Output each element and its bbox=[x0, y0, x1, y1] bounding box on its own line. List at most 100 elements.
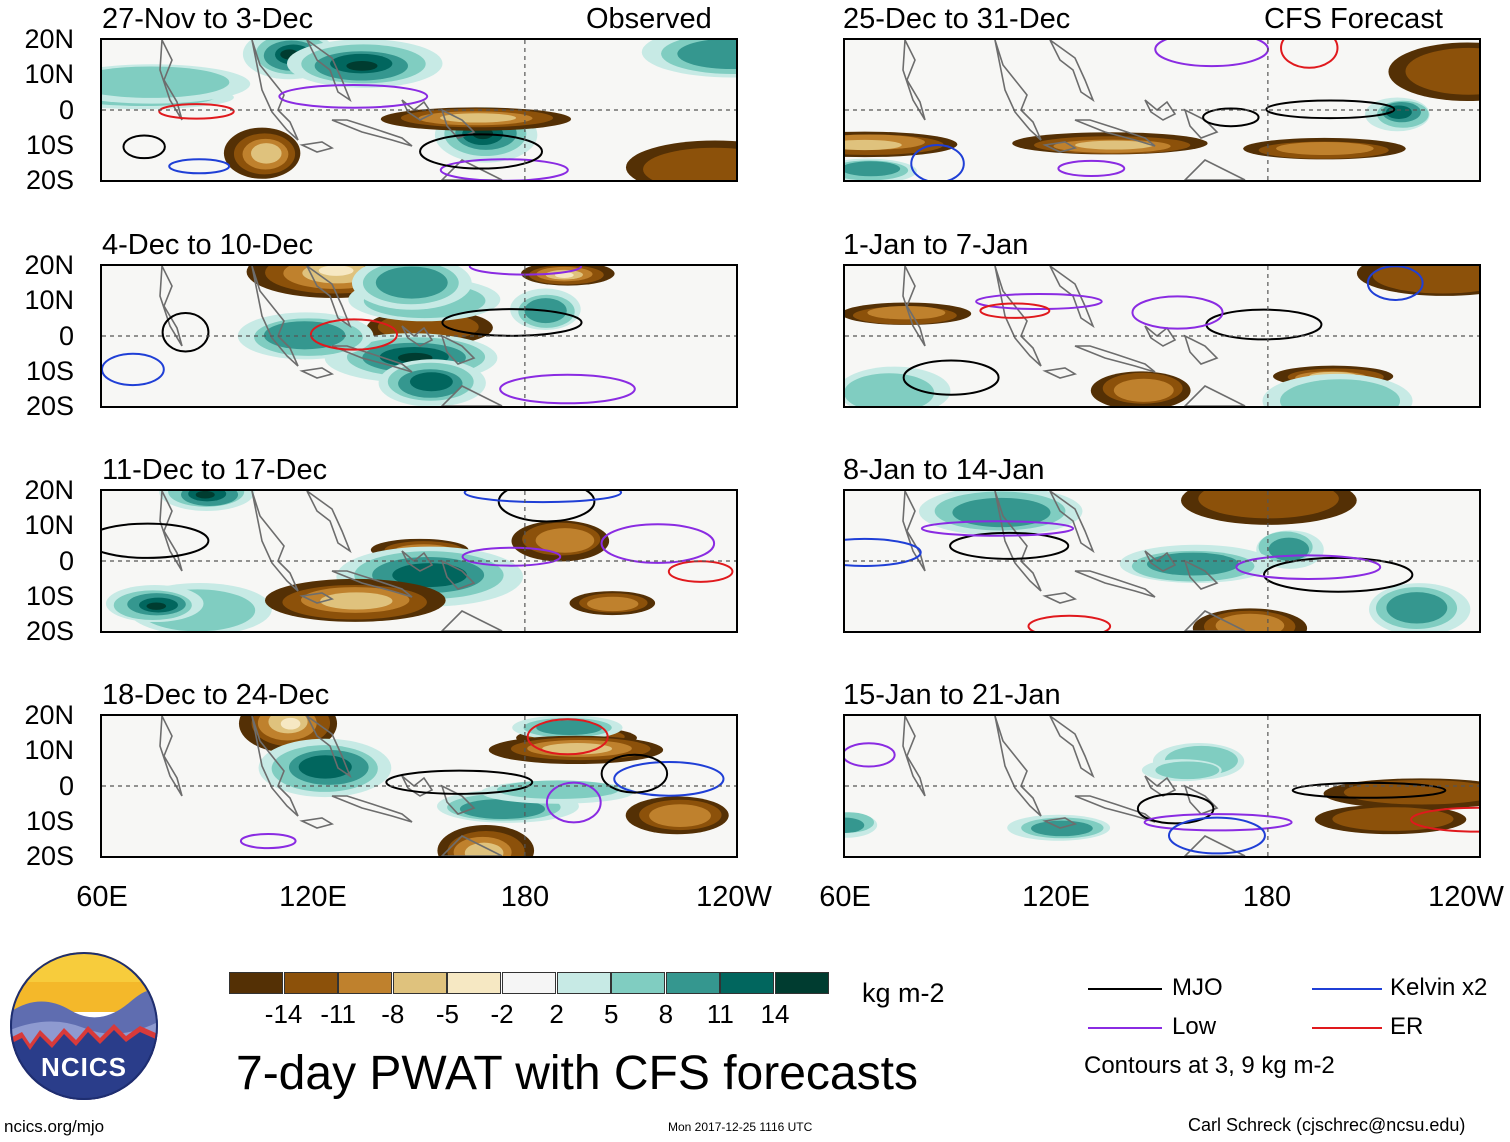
colorbar-swatch bbox=[720, 972, 775, 994]
wave-contour bbox=[1235, 554, 1382, 580]
coastline bbox=[1183, 385, 1246, 406]
lat-label: 20S bbox=[25, 165, 74, 195]
figure-title: 7-day PWAT with CFS forecasts bbox=[236, 1047, 918, 1100]
lat-label: 20N bbox=[24, 250, 74, 280]
colorbar-tick-label: 5 bbox=[603, 999, 619, 1029]
map-panel-5 bbox=[843, 38, 1481, 182]
colorbar-swatch bbox=[611, 972, 666, 994]
pwat-anomaly-region bbox=[1386, 592, 1448, 624]
coastline bbox=[331, 570, 413, 598]
coastline bbox=[902, 266, 926, 347]
lat-label: 20S bbox=[25, 616, 74, 646]
lon-label: 120E bbox=[1022, 881, 1090, 913]
pwat-anomaly-region bbox=[251, 143, 282, 164]
wave-contour bbox=[1265, 99, 1396, 120]
colorbar-tick-label: -8 bbox=[381, 999, 405, 1029]
pwat-anomaly-region bbox=[542, 743, 613, 755]
pwat-anomaly-region bbox=[1215, 613, 1285, 631]
panel-title-6: 1-Jan to 7-Jan bbox=[843, 229, 1029, 261]
lat-label: 10S bbox=[25, 806, 74, 836]
pwat-anomaly-region bbox=[845, 373, 935, 406]
lat-label: 10N bbox=[24, 735, 74, 765]
lat-label: 10S bbox=[25, 130, 74, 160]
coastline bbox=[1042, 817, 1078, 829]
wave-contour bbox=[910, 144, 965, 180]
legend-swatch-mjo bbox=[1088, 988, 1162, 990]
legend-swatch-low bbox=[1088, 1027, 1162, 1029]
pwat-field bbox=[102, 491, 736, 631]
lon-label: 60E bbox=[76, 881, 128, 913]
pwat-field bbox=[102, 266, 736, 406]
map-panel-3 bbox=[100, 489, 738, 633]
coastline bbox=[902, 716, 926, 797]
wave-contour bbox=[463, 491, 623, 504]
wave-contour bbox=[1291, 781, 1447, 799]
coastline bbox=[440, 385, 503, 406]
coastline bbox=[251, 266, 299, 367]
coastline bbox=[306, 491, 352, 554]
coastline bbox=[306, 266, 352, 329]
panel-tag-forecast: CFS Forecast bbox=[1264, 3, 1443, 35]
legend-swatch-er bbox=[1312, 1027, 1382, 1029]
colorbar-tick-label: 2 bbox=[549, 999, 564, 1029]
coastline bbox=[902, 491, 926, 572]
ncics-logo: NCICS bbox=[10, 952, 158, 1100]
wave-contour bbox=[1057, 159, 1126, 178]
panel-title-3: 11-Dec to 17-Dec bbox=[102, 454, 328, 486]
pwat-anomaly-region bbox=[375, 266, 448, 299]
colorbar-swatch bbox=[447, 972, 502, 994]
pwat-anomaly-region bbox=[1113, 378, 1174, 402]
lat-label: 10S bbox=[25, 581, 74, 611]
colorbar-units: kg m-2 bbox=[862, 978, 945, 1008]
coastline bbox=[1074, 570, 1156, 598]
coastline bbox=[440, 559, 476, 590]
pwat-anomaly-region bbox=[1385, 105, 1412, 119]
logo-graphic bbox=[10, 952, 158, 1100]
pwat-anomaly-region bbox=[536, 720, 603, 736]
wave-contour bbox=[1136, 792, 1215, 825]
coastline bbox=[1183, 784, 1219, 815]
lat-label: 20N bbox=[24, 475, 74, 505]
coastline bbox=[994, 716, 1042, 817]
pwat-anomaly-region bbox=[280, 717, 301, 730]
coastline bbox=[994, 266, 1042, 367]
pwat-anomaly-region bbox=[195, 491, 215, 499]
legend-label-mjo: MJO bbox=[1172, 974, 1223, 1001]
legend-label-low: Low bbox=[1172, 1013, 1217, 1040]
coastline bbox=[440, 610, 503, 631]
wave-contour bbox=[278, 83, 429, 109]
footer-author: Carl Schreck (cjschrec@ncsu.edu) bbox=[1188, 1115, 1466, 1135]
lon-label: 180 bbox=[1242, 881, 1292, 913]
coastline bbox=[331, 795, 413, 823]
coastline bbox=[1074, 795, 1156, 823]
lat-label: 0 bbox=[58, 771, 74, 801]
lat-label: 20S bbox=[25, 391, 74, 421]
legend-swatch-kelvin bbox=[1312, 988, 1382, 990]
wave-contour bbox=[497, 491, 596, 523]
pwat-anomaly-region bbox=[649, 804, 711, 828]
pwat-field bbox=[845, 491, 1479, 631]
colorbar-swatch bbox=[775, 972, 829, 994]
colorbar-swatch bbox=[338, 972, 393, 994]
pwat-anomaly-region bbox=[146, 602, 167, 610]
pwat-anomaly-region bbox=[298, 755, 352, 779]
colorbar-swatch bbox=[229, 972, 283, 994]
pwat-anomaly-region bbox=[1146, 552, 1239, 576]
colorbar-tick-label: -2 bbox=[490, 999, 514, 1029]
wave-contour bbox=[1131, 295, 1224, 330]
wave-contour bbox=[920, 520, 1075, 537]
wave-contour bbox=[1027, 614, 1112, 631]
wave-contour bbox=[1167, 816, 1266, 855]
colorbar-tick-label: 8 bbox=[658, 999, 674, 1029]
panel-title-1: 27-Nov to 3-Dec bbox=[102, 3, 314, 35]
wave-contour bbox=[122, 134, 166, 160]
wave-contour bbox=[979, 302, 1051, 319]
coastline bbox=[1074, 119, 1156, 147]
wave-contour bbox=[161, 311, 210, 353]
pwat-anomaly-region bbox=[587, 596, 639, 612]
wave-contour bbox=[526, 718, 609, 756]
pwat-field bbox=[102, 716, 736, 856]
colorbar-swatch bbox=[556, 972, 611, 994]
coastline bbox=[1042, 367, 1078, 379]
wave-contour bbox=[845, 537, 922, 567]
